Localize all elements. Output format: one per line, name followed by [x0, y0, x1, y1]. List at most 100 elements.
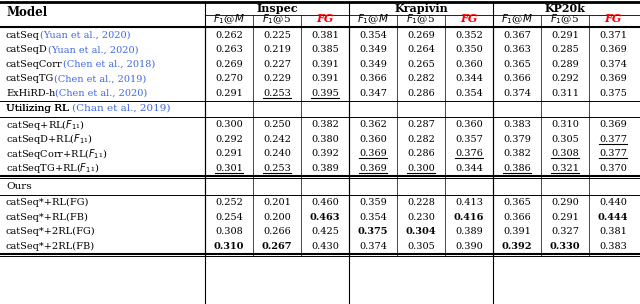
- Text: 0.386: 0.386: [503, 164, 531, 173]
- Text: 0.369: 0.369: [599, 45, 627, 54]
- Text: 0.413: 0.413: [455, 198, 483, 207]
- Text: catSeq*+RL(FB): catSeq*+RL(FB): [6, 213, 89, 222]
- Text: FG: FG: [316, 13, 333, 25]
- Text: 0.201: 0.201: [263, 198, 291, 207]
- Text: 0.357: 0.357: [455, 135, 483, 144]
- Text: 0.292: 0.292: [215, 135, 243, 144]
- Text: (Chen et al., 2018): (Chen et al., 2018): [63, 60, 155, 69]
- Text: 0.390: 0.390: [455, 242, 483, 251]
- Text: 0.362: 0.362: [359, 120, 387, 129]
- Text: 0.365: 0.365: [503, 198, 531, 207]
- Text: 0.282: 0.282: [407, 135, 435, 144]
- Text: 0.391: 0.391: [311, 74, 339, 83]
- Text: (Chen et al., 2020): (Chen et al., 2020): [55, 89, 147, 98]
- Text: 0.371: 0.371: [599, 31, 627, 40]
- Text: 0.266: 0.266: [263, 227, 291, 236]
- Text: catSeq*+RL(FG): catSeq*+RL(FG): [6, 198, 90, 207]
- Text: 0.367: 0.367: [503, 31, 531, 40]
- Text: 0.383: 0.383: [599, 242, 627, 251]
- Text: $F_1$@5: $F_1$@5: [406, 12, 436, 26]
- Text: Utilizing RL: Utilizing RL: [6, 104, 72, 113]
- Text: 0.374: 0.374: [503, 89, 531, 98]
- Text: (Yuan et al., 2020): (Yuan et al., 2020): [40, 31, 131, 40]
- Text: 0.379: 0.379: [503, 135, 531, 144]
- Text: 0.321: 0.321: [551, 164, 579, 173]
- Text: 0.253: 0.253: [263, 164, 291, 173]
- Text: 0.369: 0.369: [359, 149, 387, 158]
- Text: 0.365: 0.365: [503, 60, 531, 69]
- Text: 0.374: 0.374: [359, 242, 387, 251]
- Text: 0.308: 0.308: [215, 227, 243, 236]
- Text: 0.269: 0.269: [407, 31, 435, 40]
- Text: catSeqCorr: catSeqCorr: [6, 60, 63, 69]
- Text: catSeq*+2RL(FB): catSeq*+2RL(FB): [6, 242, 95, 251]
- Text: 0.286: 0.286: [407, 89, 435, 98]
- Text: 0.395: 0.395: [311, 89, 339, 98]
- Text: 0.352: 0.352: [455, 31, 483, 40]
- Text: (Chan et al., 2019): (Chan et al., 2019): [72, 104, 171, 113]
- Text: 0.300: 0.300: [407, 164, 435, 173]
- Text: 0.344: 0.344: [455, 164, 483, 173]
- Text: 0.282: 0.282: [407, 74, 435, 83]
- Text: $F_1$@5: $F_1$@5: [550, 12, 580, 26]
- Text: 0.219: 0.219: [263, 45, 291, 54]
- Text: 0.369: 0.369: [599, 120, 627, 129]
- Text: Model: Model: [6, 5, 47, 19]
- Text: 0.389: 0.389: [455, 227, 483, 236]
- Text: 0.377: 0.377: [599, 149, 627, 158]
- Text: FG: FG: [604, 13, 621, 25]
- Text: 0.285: 0.285: [551, 45, 579, 54]
- Text: 0.463: 0.463: [310, 213, 340, 222]
- Text: 0.381: 0.381: [599, 227, 627, 236]
- Text: catSeqD+RL($F_1$₁): catSeqD+RL($F_1$₁): [6, 132, 93, 146]
- Text: 0.310: 0.310: [214, 242, 244, 251]
- Text: 0.227: 0.227: [263, 60, 291, 69]
- Text: 0.254: 0.254: [215, 213, 243, 222]
- Text: 0.347: 0.347: [359, 89, 387, 98]
- Text: catSeqCorr+RL($F_1$₁): catSeqCorr+RL($F_1$₁): [6, 147, 108, 161]
- Text: 0.330: 0.330: [550, 242, 580, 251]
- Text: 0.374: 0.374: [599, 60, 627, 69]
- Text: 0.301: 0.301: [215, 164, 243, 173]
- Text: 0.230: 0.230: [407, 213, 435, 222]
- Text: 0.292: 0.292: [551, 74, 579, 83]
- Text: 0.440: 0.440: [599, 198, 627, 207]
- Text: 0.392: 0.392: [311, 149, 339, 158]
- Text: 0.304: 0.304: [406, 227, 436, 236]
- Text: catSeq+RL($F_1$₁): catSeq+RL($F_1$₁): [6, 118, 85, 132]
- Text: 0.240: 0.240: [263, 149, 291, 158]
- Text: 0.269: 0.269: [215, 60, 243, 69]
- Text: 0.380: 0.380: [311, 135, 339, 144]
- Text: 0.369: 0.369: [599, 74, 627, 83]
- Text: 0.267: 0.267: [262, 242, 292, 251]
- Text: Ours: Ours: [6, 182, 31, 191]
- Text: 0.265: 0.265: [407, 60, 435, 69]
- Text: 0.366: 0.366: [503, 74, 531, 83]
- Text: $F_1$@$M$: $F_1$@$M$: [501, 12, 533, 26]
- Text: 0.252: 0.252: [215, 198, 243, 207]
- Text: (Yuan et al., 2020): (Yuan et al., 2020): [48, 45, 138, 54]
- Text: 0.376: 0.376: [455, 149, 483, 158]
- Text: 0.308: 0.308: [551, 149, 579, 158]
- Text: 0.291: 0.291: [551, 31, 579, 40]
- Text: KP20k: KP20k: [545, 2, 586, 13]
- Text: 0.377: 0.377: [599, 135, 627, 144]
- Text: 0.375: 0.375: [358, 227, 388, 236]
- Text: 0.229: 0.229: [263, 74, 291, 83]
- Text: 0.289: 0.289: [551, 60, 579, 69]
- Text: 0.385: 0.385: [311, 45, 339, 54]
- Text: 0.392: 0.392: [502, 242, 532, 251]
- Text: $F_1$@$M$: $F_1$@$M$: [357, 12, 389, 26]
- Text: 0.350: 0.350: [455, 45, 483, 54]
- Text: 0.416: 0.416: [454, 213, 484, 222]
- Text: FG: FG: [460, 13, 477, 25]
- Text: 0.291: 0.291: [215, 89, 243, 98]
- Text: 0.228: 0.228: [407, 198, 435, 207]
- Text: 0.382: 0.382: [311, 120, 339, 129]
- Text: 0.444: 0.444: [598, 213, 628, 222]
- Text: 0.366: 0.366: [503, 213, 531, 222]
- Text: catSeq: catSeq: [6, 31, 40, 40]
- Text: 0.291: 0.291: [215, 149, 243, 158]
- Text: 0.305: 0.305: [551, 135, 579, 144]
- Text: 0.300: 0.300: [215, 120, 243, 129]
